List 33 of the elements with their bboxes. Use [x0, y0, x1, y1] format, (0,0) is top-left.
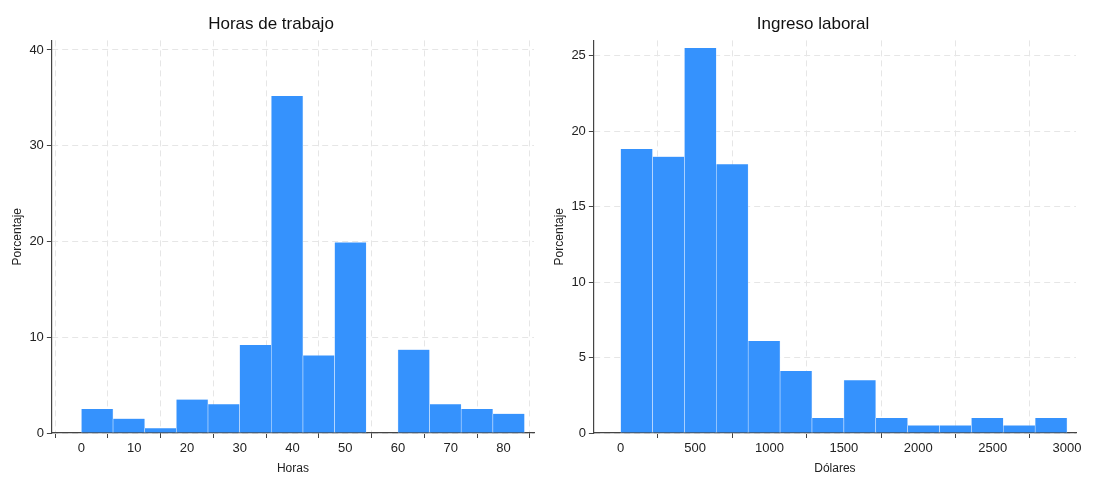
- x-tick-label: 10: [126, 440, 142, 456]
- y-tick-label: 5: [578, 349, 586, 365]
- y-tick-label: 0: [36, 424, 44, 440]
- x-axis-title: Dólares: [814, 461, 856, 476]
- x-tick-label: 0: [77, 440, 86, 456]
- x-tick-label: 60: [390, 440, 406, 456]
- x-tick-label: 2500: [978, 440, 1008, 456]
- x-tick-label: 1500: [829, 440, 859, 456]
- x-tick-label: 2000: [903, 440, 933, 456]
- y-tick-label: 30: [29, 137, 44, 153]
- y-tick-label: 10: [571, 273, 586, 289]
- chart-title: Ingreso laboral: [756, 13, 870, 33]
- x-tick-label: 1000: [754, 440, 784, 456]
- x-tick-label: 500: [684, 440, 706, 456]
- x-tick-label: 3000: [1052, 440, 1082, 456]
- x-tick-label: 30: [232, 440, 247, 456]
- x-tick-label: 20: [179, 440, 195, 456]
- chart-title: Horas de trabajo: [208, 13, 334, 33]
- y-tick-label: 0: [578, 424, 586, 440]
- x-tick-label: 40: [285, 440, 300, 456]
- y-tick-label: 40: [29, 41, 44, 57]
- x-axis-title: Horas: [276, 461, 309, 476]
- y-tick-label: 20: [571, 122, 586, 138]
- y-tick-label: 15: [571, 198, 586, 214]
- y-tick-label: 10: [29, 328, 44, 344]
- y-tick-label: 20: [29, 233, 44, 249]
- x-tick-label: 50: [337, 440, 353, 456]
- y-tick-label: 25: [571, 47, 586, 63]
- y-axis-title: Porcentaje: [9, 207, 24, 266]
- x-tick-label: 70: [443, 440, 458, 456]
- y-axis-title: Porcentaje: [551, 207, 566, 266]
- x-tick-label: 80: [496, 440, 511, 456]
- x-tick-label: 0: [617, 440, 625, 456]
